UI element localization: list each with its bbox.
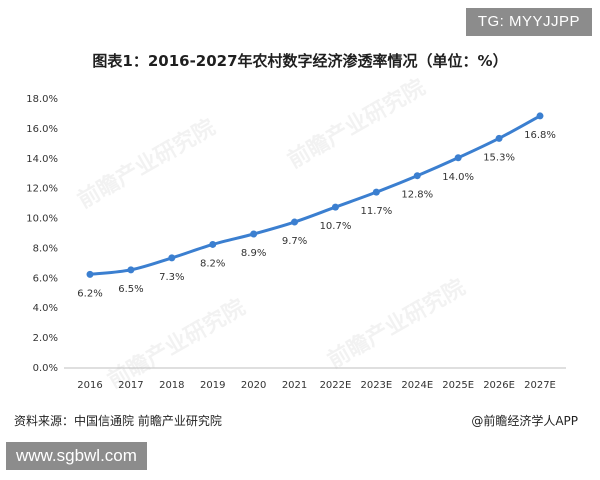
data-point: [331, 203, 339, 211]
watermark-text: 前瞻产业研究院: [73, 114, 219, 214]
data-label: 8.2%: [200, 258, 225, 269]
data-point: [454, 154, 462, 162]
x-tick-label: 2025E: [442, 380, 474, 391]
y-tick-label: 0.0%: [33, 363, 58, 374]
x-tick-label: 2016: [77, 380, 102, 391]
data-point: [536, 112, 544, 120]
x-tick-label: 2026E: [483, 380, 515, 391]
x-tick-label: 2018: [159, 380, 184, 391]
series-layer: [86, 112, 544, 278]
data-point: [495, 134, 503, 142]
source-note: 资料来源：中国信通院 前瞻产业研究院: [14, 414, 222, 428]
data-label: 6.2%: [77, 288, 102, 299]
data-point: [86, 270, 94, 278]
data-point: [413, 172, 421, 180]
y-tick-label: 6.0%: [33, 273, 58, 284]
data-point: [291, 218, 299, 226]
x-tick-label: 2024E: [401, 380, 433, 391]
data-label: 8.9%: [241, 248, 266, 259]
x-tick-label: 2019: [200, 380, 225, 391]
x-tick-label: 2022E: [320, 380, 352, 391]
axis-layer: 0.0% 2.0% 4.0% 6.0% 8.0% 10.0% 12.0% 14.0% 16.0%…: [26, 94, 566, 391]
x-tick-label: 2027E: [524, 380, 556, 391]
data-label: 7.3%: [159, 272, 184, 283]
chart-title: 图表1：2016-2027年农村数字经济渗透率情况（单位：%）: [92, 52, 508, 70]
watermark-text: 前瞻产业研究院: [323, 274, 469, 374]
y-tick-label: 4.0%: [33, 303, 58, 314]
data-label: 10.7%: [320, 221, 352, 232]
y-tick-label: 18.0%: [26, 94, 58, 105]
series-line: [89, 114, 541, 276]
data-label: 14.0%: [442, 172, 474, 183]
data-label: 15.3%: [483, 152, 515, 163]
data-point: [250, 230, 258, 238]
watermark-text: 前瞻产业研究院: [103, 294, 249, 394]
x-tick-label: 2021: [282, 380, 307, 391]
data-label-layer: 6.2% 6.5% 7.3% 8.2% 8.9% 9.7% 10.7% 11.7% 12.8% 1…: [77, 130, 556, 299]
data-label: 16.8%: [524, 130, 556, 141]
data-point: [209, 240, 217, 248]
site-watermark: www.sgbwl.com: [6, 442, 147, 470]
x-tick-label: 2017: [118, 380, 143, 391]
y-tick-label: 16.0%: [26, 124, 58, 135]
x-tick-label: 2023E: [360, 380, 392, 391]
tag-watermark: TG: MYYJJPP: [465, 8, 592, 36]
watermark-text: 前瞻产业研究院: [283, 74, 429, 174]
y-tick-label: 10.0%: [26, 214, 58, 225]
data-label: 6.5%: [118, 284, 143, 295]
y-tick-label: 14.0%: [26, 154, 58, 165]
y-tick-label: 8.0%: [33, 243, 58, 254]
data-point: [127, 266, 135, 274]
data-point: [372, 188, 380, 196]
brand-credit: @前瞻经济学人APP: [471, 414, 578, 428]
data-label: 12.8%: [401, 190, 433, 201]
data-label: 9.7%: [282, 236, 307, 247]
data-label: 11.7%: [360, 206, 392, 217]
data-point: [168, 254, 176, 262]
x-tick-label: 2020: [241, 380, 266, 391]
y-tick-label: 2.0%: [33, 333, 58, 344]
y-tick-label: 12.0%: [26, 184, 58, 195]
